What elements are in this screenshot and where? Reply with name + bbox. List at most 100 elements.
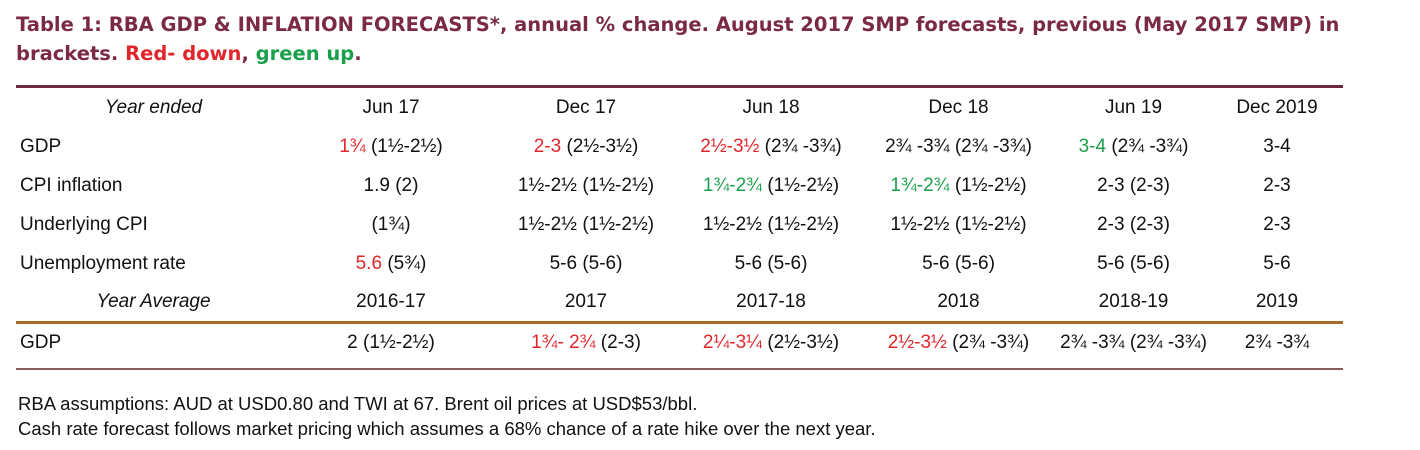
forecast-value: 1½-2½ xyxy=(517,213,578,235)
title-end: . xyxy=(354,42,362,65)
previous-forecast: (1½-2½) xyxy=(582,213,655,235)
title-green-label: green up xyxy=(255,42,355,65)
column-header: 2017-18 xyxy=(736,290,806,312)
previous-forecast: (1½-2½) xyxy=(954,174,1027,196)
footnote-assumptions: RBA assumptions: AUD at USD0.80 and TWI … xyxy=(18,393,698,414)
row-label: CPI inflation xyxy=(20,174,123,196)
forecast-value: 2-3 xyxy=(1263,174,1291,196)
forecast-value: 2½-3½ xyxy=(887,331,947,353)
forecast-cell: 1½-2½ (1½-2½) xyxy=(491,166,681,205)
column-header: 2018-19 xyxy=(1098,290,1169,312)
forecast-cell: 2-3 (2-3) xyxy=(1056,205,1211,244)
forecast-cell: 1¾-2¾ (1½-2½) xyxy=(861,166,1056,205)
previous-forecast: (2¾ -3¾) xyxy=(952,331,1030,353)
forecast-value: 2¼-3¼ xyxy=(702,331,763,353)
forecast-cell: 2-3 (2-3) xyxy=(1056,166,1211,205)
previous-forecast: (2½-3½) xyxy=(566,135,639,157)
table-row: Unemployment rate 5.6 (5¾) 5-6 (5-6) 5-6 (5… xyxy=(16,244,1343,283)
column-header: Dec 2019 xyxy=(1236,96,1318,118)
previous-forecast: (2-3) xyxy=(600,331,641,353)
forecast-value: 2-3 xyxy=(533,135,562,157)
forecast-value: 1½-2½ xyxy=(890,213,950,235)
row-label: Underlying CPI xyxy=(20,213,148,235)
forecast-cell: 5-6 xyxy=(1211,244,1343,283)
forecast-cell: 3-4 (2¾ -3¾) xyxy=(1056,127,1211,166)
forecast-value: 5-6 xyxy=(922,252,950,274)
forecast-value: 3-4 xyxy=(1263,135,1291,157)
forecast-cell: 1¾- 2¾ (2-3) xyxy=(491,320,681,365)
bottom-rule xyxy=(16,368,1343,370)
forecast-cell: 2½-3½ (2¾ -3¾) xyxy=(861,320,1056,365)
forecast-cell: 2½-3½ (2¾ -3¾) xyxy=(681,127,861,166)
previous-forecast: (2) xyxy=(395,174,419,196)
column-header: 2018 xyxy=(937,290,980,312)
forecast-value: 2-3 xyxy=(1097,174,1125,196)
forecast-cell: 2¾ -3¾ (2¾ -3¾) xyxy=(1056,320,1211,365)
table-row: GDP 2 (1½-2½) 1¾- 2¾ (2-3) 2¼-3¼ (2½-3½) 2½-… xyxy=(16,320,1343,365)
forecast-value: 5-6 xyxy=(1263,252,1291,274)
forecast-value: 1½-2½ xyxy=(702,213,763,235)
forecast-value: 1.9 xyxy=(363,174,390,196)
forecast-cell: 1½-2½ (1½-2½) xyxy=(861,205,1056,244)
forecast-value: 1½-2½ xyxy=(517,174,578,196)
footnote: RBA assumptions: AUD at USD0.80 and TWI … xyxy=(18,391,876,441)
column-header: Dec 18 xyxy=(928,96,989,118)
row-label: Unemployment rate xyxy=(20,252,186,274)
column-header: Jun 19 xyxy=(1104,96,1163,118)
forecast-value: 2 xyxy=(347,331,358,353)
previous-forecast: (2-3) xyxy=(1129,174,1170,196)
forecast-value: 1¾-2¾ xyxy=(702,174,763,196)
previous-forecast: (1½-2½) xyxy=(582,174,655,196)
previous-forecast: (5-6) xyxy=(582,252,623,274)
forecast-value: 2-3 xyxy=(1263,213,1291,235)
table-title: Table 1: RBA GDP & INFLATION FORECASTS*,… xyxy=(16,10,1411,68)
forecast-table: Year ended Jun 17 Dec 17 Jun 18 Dec 18 Jun 19… xyxy=(16,88,1343,365)
table-row: CPI inflation 1.9 (2) 1½-2½ (1½-2½) 1¾-2¾ (… xyxy=(16,166,1343,205)
forecast-cell: 1½-2½ (1½-2½) xyxy=(491,205,681,244)
previous-forecast: (5¾) xyxy=(387,252,427,274)
forecast-value: 3-4 xyxy=(1078,135,1107,157)
forecast-value: 2¾ -3¾ xyxy=(1060,331,1125,353)
forecast-value: 5-6 xyxy=(549,252,578,274)
forecast-cell: 5-6 (5-6) xyxy=(1056,244,1211,283)
forecast-cell: 2-3 xyxy=(1211,205,1343,244)
previous-forecast: (1½-2½) xyxy=(370,135,443,157)
forecast-value: 2¾ -3¾ xyxy=(885,135,950,157)
top-rule xyxy=(16,85,1343,88)
year-ended-header: Year ended Jun 17 Dec 17 Jun 18 Dec 18 Jun 19… xyxy=(16,88,1343,127)
forecast-cell: 1.9 (2) xyxy=(291,166,491,205)
forecast-value: 2-3 xyxy=(1097,213,1125,235)
forecast-cell: 1¾-2¾ (1½-2½) xyxy=(681,166,861,205)
forecast-value: 5-6 xyxy=(1097,252,1125,274)
forecast-value: 2½-3½ xyxy=(700,135,760,157)
previous-forecast: (2¾ -3¾) xyxy=(764,135,842,157)
forecast-value: 5-6 xyxy=(734,252,763,274)
forecast-value: 5.6 xyxy=(355,252,383,274)
footnote-cash-rate: Cash rate forecast follows market pricin… xyxy=(18,418,876,439)
forecast-value: 1¾-2¾ xyxy=(890,174,950,196)
previous-forecast: (2¾ -3¾) xyxy=(954,135,1032,157)
year-average-header: Year Average 2016-17 2017 2017-18 2018 2018-1… xyxy=(16,283,1343,320)
forecast-cell: 5-6 (5-6) xyxy=(491,244,681,283)
previous-forecast: (5-6) xyxy=(954,252,995,274)
forecast-cell: (1¾) xyxy=(291,205,491,244)
previous-forecast: (1½-2½) xyxy=(363,331,435,353)
forecast-value: 1¾- 2¾ xyxy=(531,331,596,353)
title-separator: , xyxy=(241,42,249,65)
previous-forecast: (1½-2½) xyxy=(767,213,840,235)
column-header: 2016-17 xyxy=(356,290,426,312)
forecast-cell: 2-3 xyxy=(1211,166,1343,205)
previous-forecast: (1¾) xyxy=(371,213,411,235)
forecast-cell: 2¾ -3¾ (2¾ -3¾) xyxy=(861,127,1056,166)
forecast-cell: 2¼-3¼ (2½-3½) xyxy=(681,320,861,365)
previous-forecast: (2½-3½) xyxy=(767,331,840,353)
forecast-value: 1¾ xyxy=(339,135,366,157)
previous-forecast: (2¾ -3¾) xyxy=(1129,331,1207,353)
forecast-cell: 5.6 (5¾) xyxy=(291,244,491,283)
forecast-cell: 3-4 xyxy=(1211,127,1343,166)
row-label: GDP xyxy=(20,135,62,157)
forecast-value: 2¾ -3¾ xyxy=(1244,331,1310,353)
forecast-cell: 2¾ -3¾ xyxy=(1211,320,1343,365)
table-row: GDP 1¾ (1½-2½) 2-3 (2½-3½) 2½-3½ (2¾ -3¾) 2¾… xyxy=(16,127,1343,166)
previous-forecast: (5-6) xyxy=(1129,252,1170,274)
